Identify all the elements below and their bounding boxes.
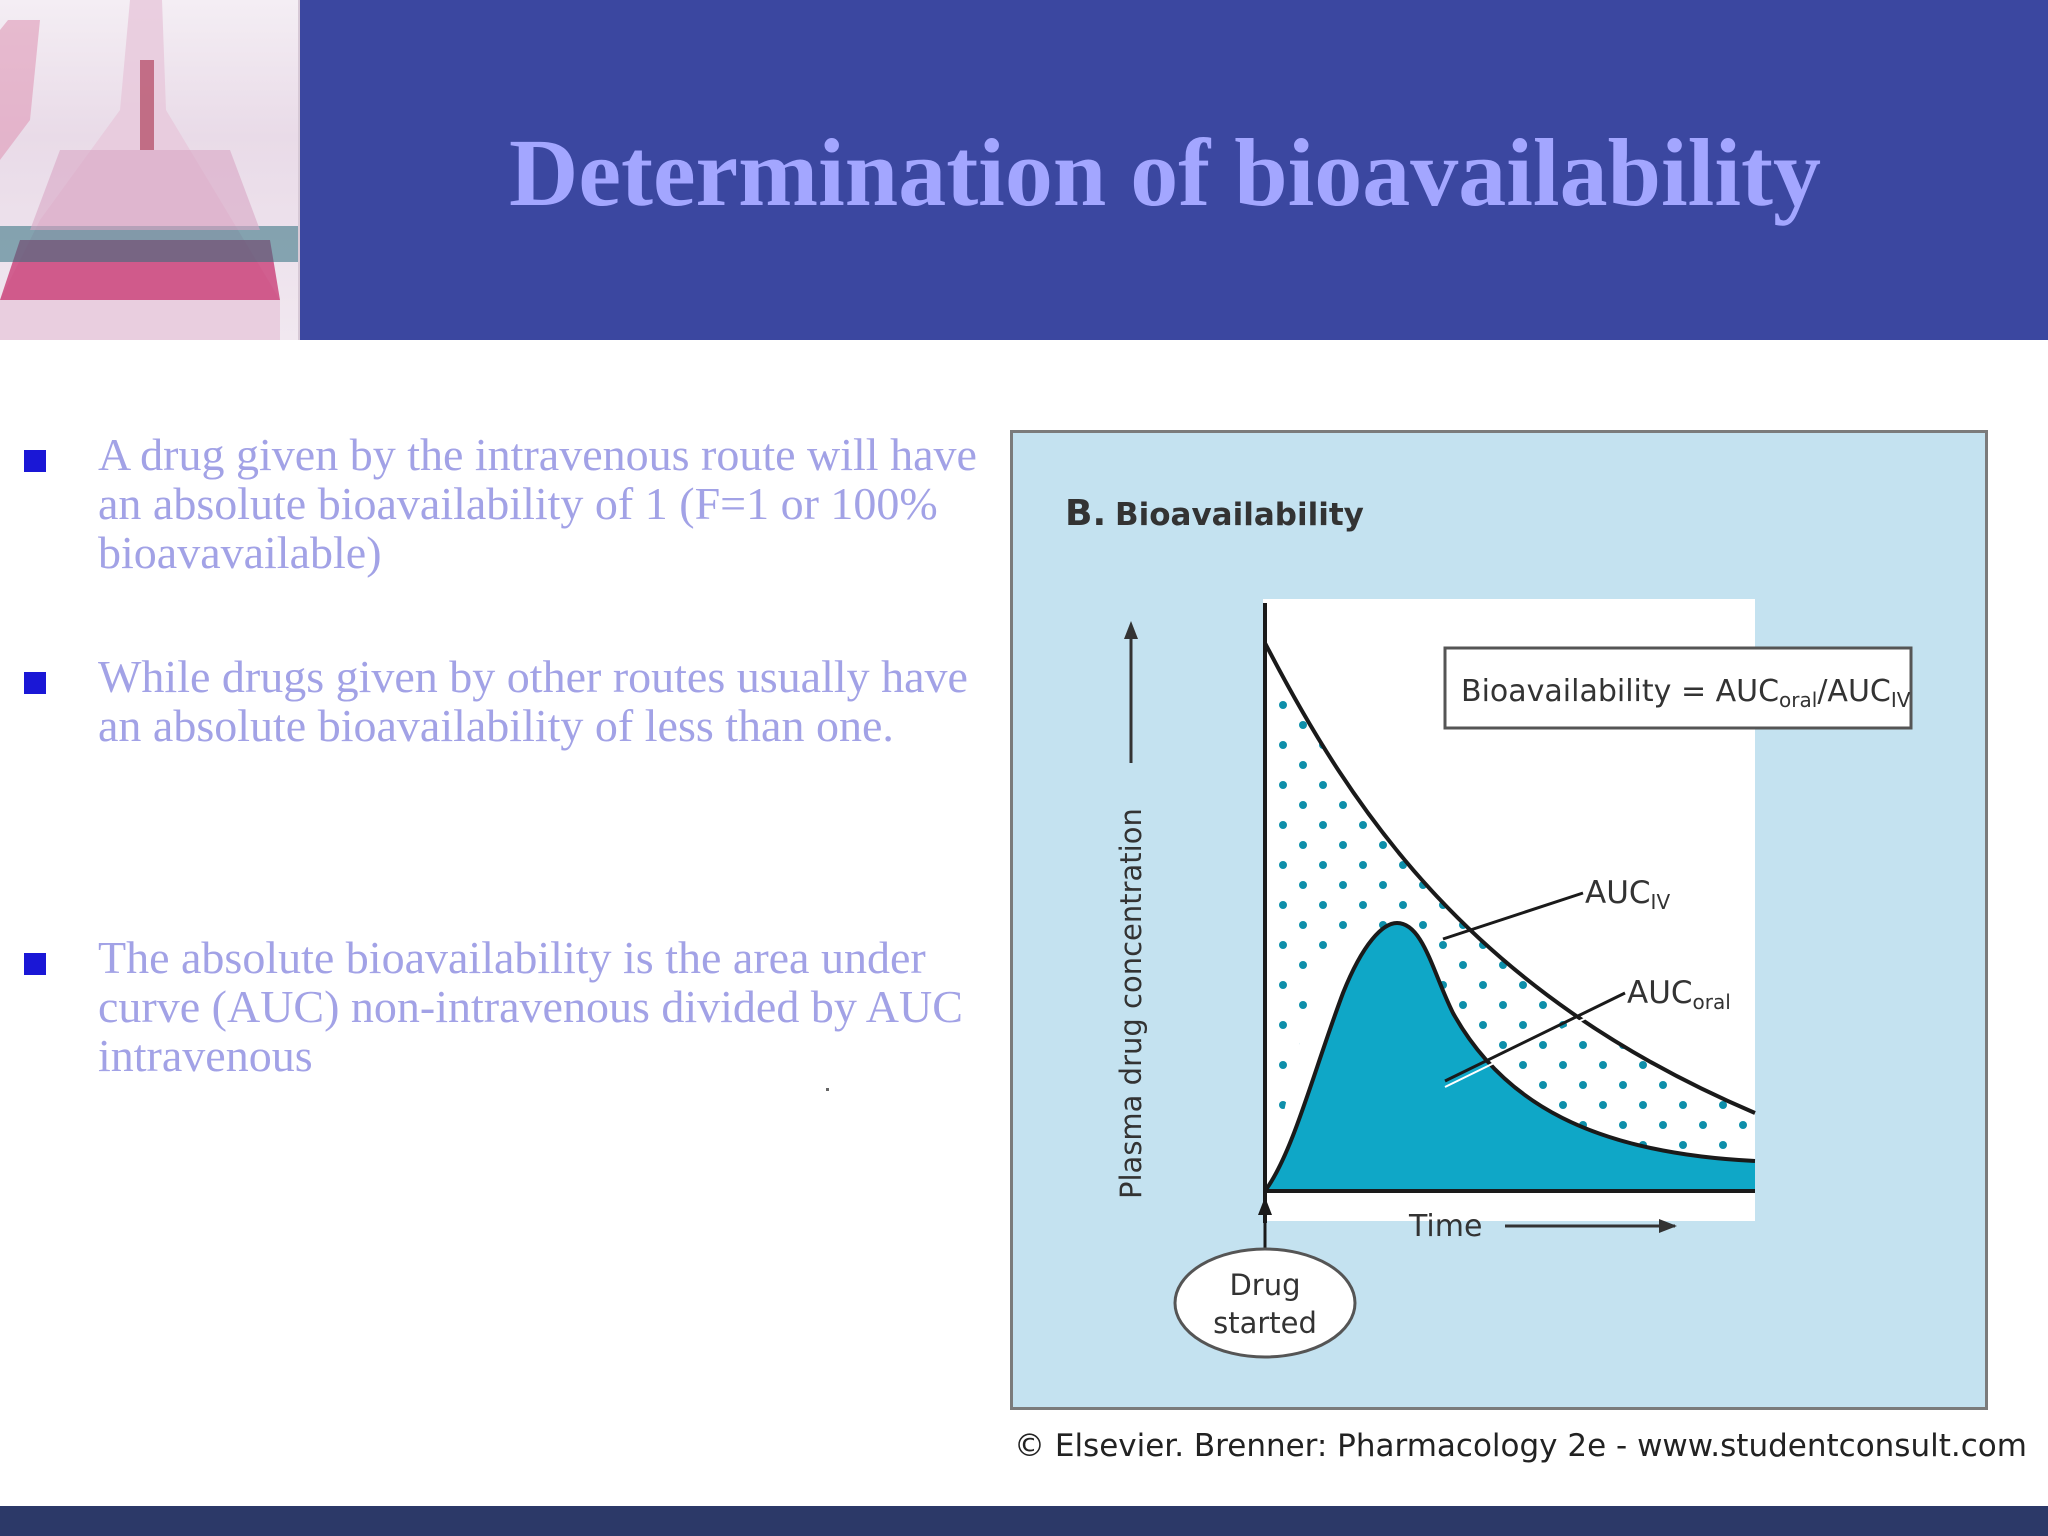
svg-text:AUCoral: AUCoral [1627, 975, 1731, 1014]
formula-prefix: Bioavailability = AUC [1461, 674, 1779, 709]
auc-oral-sub: oral [1693, 990, 1731, 1014]
formula-box: Bioavailability = AUCoral/AUCIV [1443, 646, 1913, 730]
drug-started-marker: Drug started [1173, 1197, 1357, 1359]
y-axis-label: Plasma drug concentration [1114, 621, 1148, 1199]
panel-letter: B. [1065, 493, 1106, 534]
panel-heading: B. Bioavailability [1065, 493, 1364, 534]
bullet-text: While drugs given by other routes usuall… [98, 651, 968, 751]
auc-iv-curve [1263, 642, 1756, 1115]
xlabel-text: Time [1408, 1209, 1482, 1244]
bullet-text: A drug given by the intravenous route wi… [98, 429, 977, 578]
auc-oral-area [1265, 923, 1755, 1191]
arrow-up-icon [1124, 621, 1138, 639]
x-axis-label: Time [1408, 1209, 1677, 1244]
auc-iv-dotted-area [1265, 643, 1755, 1193]
auc-oral-callout: AUCoral [1444, 975, 1731, 1088]
drug-started-line2: started [1213, 1306, 1317, 1340]
arrow-right-icon [1659, 1219, 1677, 1233]
bioavailability-figure: B. Bioavailability Plasma drug concentra… [1010, 430, 1988, 1410]
svg-text:AUCIV: AUCIV [1585, 875, 1670, 914]
auc-oral-curve [1263, 920, 1756, 1193]
auc-iv-sub: IV [1651, 890, 1671, 914]
figure-credit: © Elsevier. Brenner: Pharmacology 2e - w… [1014, 1428, 2027, 1464]
formula-sub-oral: oral [1779, 688, 1817, 712]
footer-band [0, 1506, 2048, 1536]
arrow-up-icon [1258, 1197, 1272, 1215]
formula-sub-iv: IV [1891, 688, 1911, 712]
auc-oral-label: AUC [1627, 975, 1693, 1011]
auc-iv-callout: AUCIV [1442, 875, 1670, 941]
stray-dot [826, 1088, 829, 1091]
square-bullet-icon [24, 450, 46, 472]
bullet-text: The absolute bioavailability is the area… [98, 932, 963, 1081]
panel-title: Bioavailability [1115, 497, 1364, 533]
square-bullet-icon [24, 672, 46, 694]
flask-image [0, 0, 300, 340]
drug-started-line1: Drug [1229, 1268, 1300, 1302]
ylabel-text: Plasma drug concentration [1114, 808, 1148, 1199]
slide-title: Determination of bioavailability [509, 119, 1821, 226]
svg-text:Bioavailability = AUCoral/AUCI: Bioavailability = AUCoral/AUCIV [1461, 674, 1911, 712]
auc-iv-label: AUC [1585, 875, 1651, 911]
square-bullet-icon [24, 953, 46, 975]
header-band [0, 0, 2048, 340]
formula-mid: /AUC [1817, 674, 1891, 709]
